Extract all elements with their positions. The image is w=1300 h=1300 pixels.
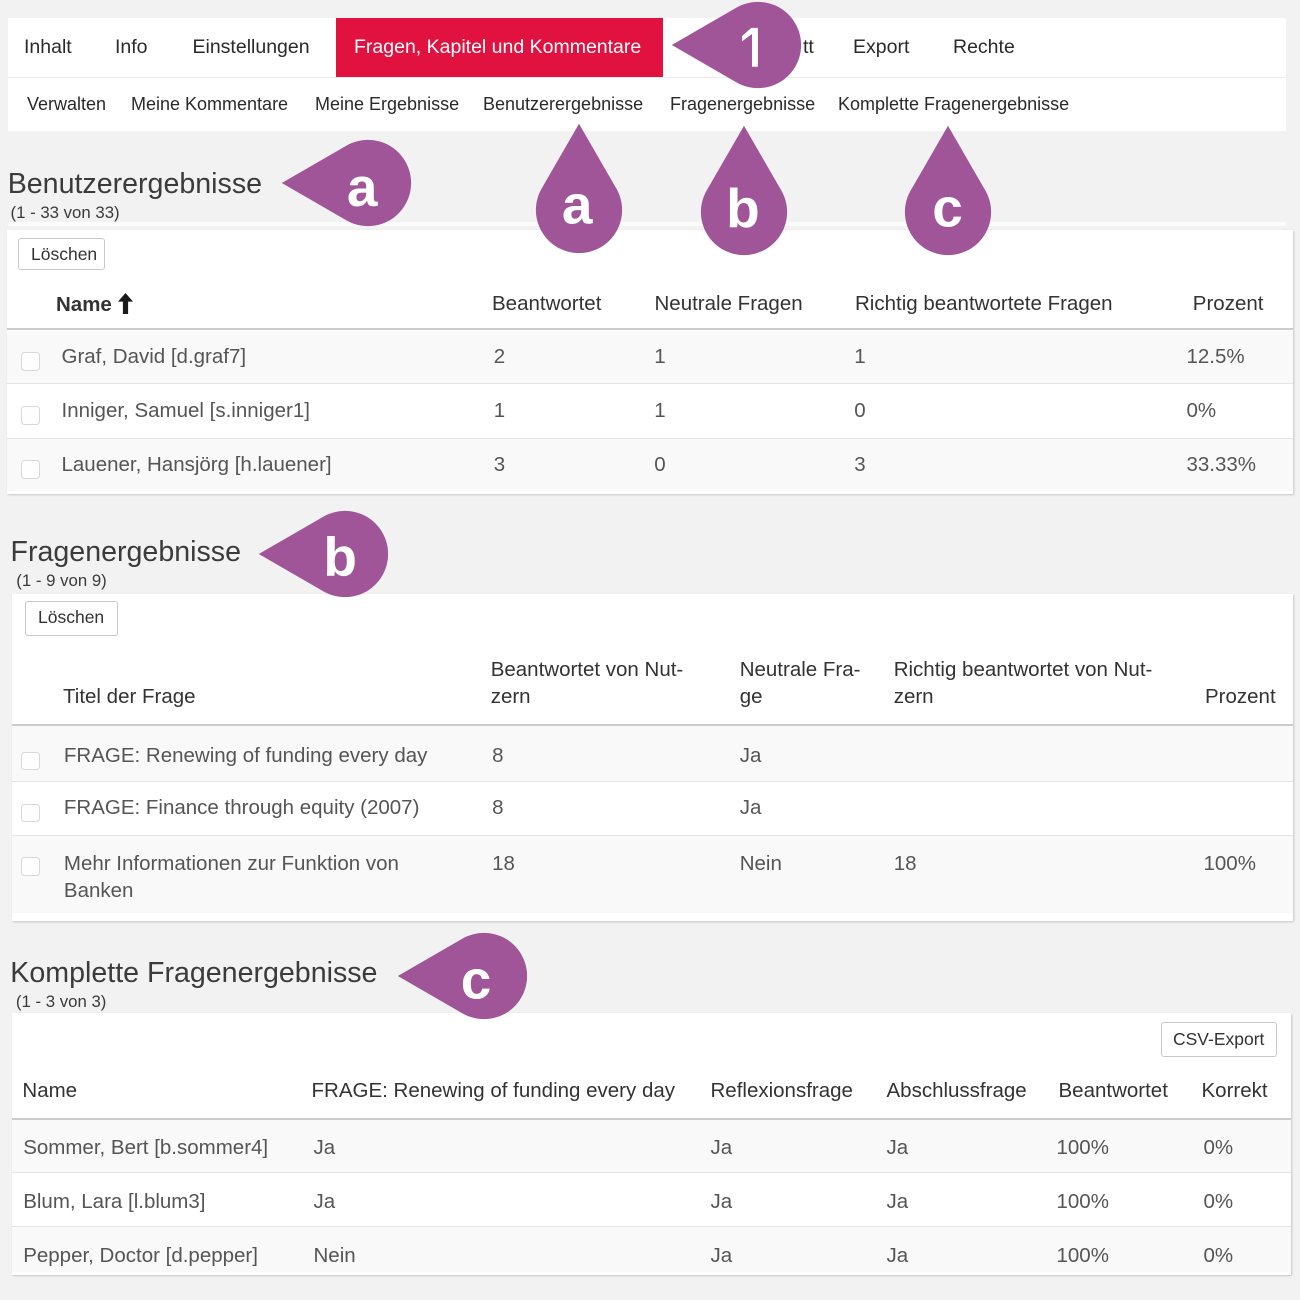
svg-text:a: a: [562, 173, 593, 235]
svg-text:c: c: [933, 177, 964, 239]
svg-text:b: b: [726, 176, 760, 238]
svg-text:a: a: [347, 156, 378, 218]
svg-text:b: b: [324, 525, 358, 587]
svg-text:c: c: [461, 948, 492, 1010]
